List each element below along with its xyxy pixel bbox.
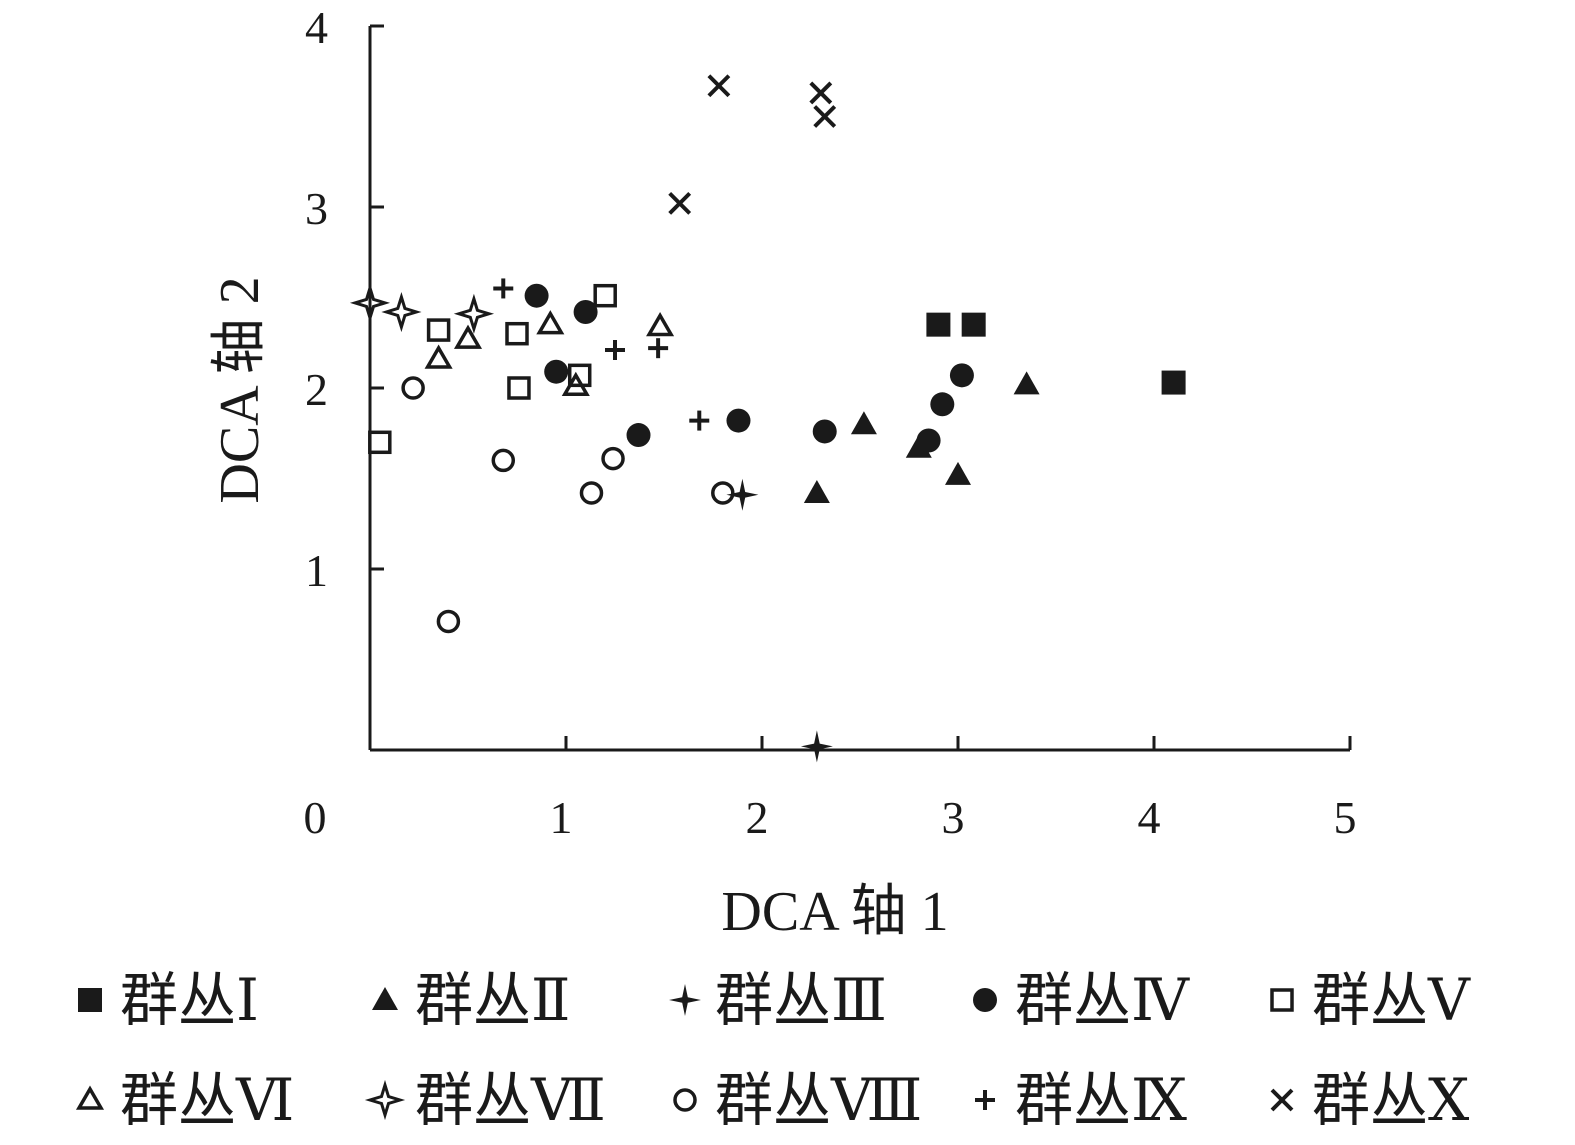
legend-item-4: 群丛Ⅳ [973, 968, 1190, 1033]
legend-item-9: 群丛Ⅸ [975, 1068, 1187, 1133]
legend-marker-1 [78, 988, 102, 1012]
legend-label-1: 群丛Ⅰ [120, 968, 259, 1033]
legend-label-4: 群丛Ⅳ [1015, 968, 1190, 1033]
x-axis-title: DCA 轴 1 [721, 881, 948, 943]
data-point-series-8-point-5 [601, 446, 625, 471]
data-point-series-10-point-3 [809, 81, 833, 105]
data-point-series-6-point-5 [646, 311, 675, 337]
data-point-series-4-point-4 [626, 423, 651, 448]
data-point-series-2-point-1 [803, 479, 830, 503]
legend-label-9: 群丛Ⅸ [1015, 1068, 1187, 1133]
data-point-series-5-point-4 [507, 376, 531, 400]
data-point-series-1-point-3 [1161, 370, 1186, 395]
data-point-series-2-point-5 [1013, 371, 1040, 395]
data-point-series-3-point-1 [726, 478, 759, 511]
data-point-series-8-point-2 [436, 609, 461, 634]
data-point-series-4-point-5 [726, 408, 751, 433]
legend-item-5: 群丛Ⅴ [1270, 968, 1471, 1033]
data-point-series-8-point-4 [579, 481, 604, 505]
data-point-series-4-point-7 [916, 428, 941, 453]
legend-label-6: 群丛Ⅵ [120, 1068, 294, 1133]
legend-item-2: 群丛Ⅱ [372, 968, 570, 1033]
data-point-series-2-point-4 [945, 461, 971, 485]
x-tick-label: 0 [304, 792, 327, 843]
x-tick-label: 5 [1334, 792, 1357, 843]
legend-item-7: 群丛Ⅶ [364, 1068, 606, 1133]
data-point-series-7-point-2 [381, 291, 422, 333]
legend-marker-4 [973, 988, 997, 1012]
legend-marker-2 [372, 987, 398, 1010]
legend-label-2: 群丛Ⅱ [415, 968, 570, 1033]
data-point-series-4-point-9 [949, 363, 974, 388]
data-point-series-1-point-1 [926, 312, 951, 337]
y-tick-label: 4 [305, 2, 328, 53]
legend-label-5: 群丛Ⅴ [1312, 968, 1471, 1033]
data-point-series-9-point-2 [605, 339, 625, 360]
data-point-series-1-point-2 [961, 312, 986, 337]
plot-area [349, 74, 1186, 763]
x-tick-label: 1 [550, 792, 573, 843]
x-tick-label: 4 [1138, 792, 1161, 843]
legend-label-8: 群丛Ⅷ [715, 1068, 922, 1133]
data-point-series-10-point-1 [668, 191, 692, 215]
data-point-series-4-point-8 [930, 392, 955, 417]
data-point-series-2-point-2 [850, 411, 877, 435]
data-point-series-5-point-1 [368, 430, 392, 455]
data-point-series-10-point-2 [707, 74, 731, 98]
data-point-series-6-point-3 [536, 310, 565, 335]
data-point-series-5-point-2 [426, 318, 451, 342]
legend-item-10: 群丛Ⅹ [1270, 1068, 1470, 1133]
data-point-series-3-point-2 [800, 730, 833, 763]
legend-marker-9 [975, 1090, 995, 1110]
legend-label-7: 群丛Ⅶ [415, 1068, 606, 1133]
data-point-series-8-point-3 [491, 448, 516, 473]
legend-marker-6 [75, 1085, 105, 1110]
legend-marker-7 [364, 1079, 406, 1121]
data-point-series-6-point-2 [453, 324, 483, 349]
axes: 0 1 2 3 4 5 1 2 3 4 [304, 2, 1357, 843]
legend: 群丛Ⅰ 群丛Ⅱ 群丛Ⅲ 群丛Ⅳ 群丛Ⅴ 群丛Ⅵ 群丛Ⅶ 群丛Ⅷ 群丛Ⅸ 群丛Ⅹ [75, 968, 1471, 1133]
data-point-series-4-point-2 [544, 359, 569, 384]
legend-marker-8 [673, 1088, 697, 1112]
y-axis-title: DCA 轴 2 [209, 276, 271, 503]
legend-marker-3 [669, 984, 701, 1016]
data-point-series-5-point-6 [593, 283, 617, 308]
legend-marker-5 [1270, 988, 1294, 1012]
data-point-series-8-point-1 [401, 376, 425, 400]
data-point-series-5-point-3 [505, 321, 529, 346]
data-point-series-9-point-3 [648, 338, 669, 359]
data-point-series-4-point-1 [524, 283, 549, 308]
data-point-series-7-point-1 [349, 282, 391, 324]
data-point-series-4-point-3 [573, 299, 598, 324]
y-tick-label: 2 [305, 364, 328, 415]
y-tick-label: 3 [305, 183, 328, 234]
data-point-series-4-point-6 [812, 419, 837, 444]
legend-label-10: 群丛Ⅹ [1312, 1068, 1470, 1133]
data-point-series-10-point-4 [813, 105, 837, 128]
x-tick-label: 2 [746, 792, 769, 843]
legend-item-3: 群丛Ⅲ [669, 968, 887, 1033]
data-point-series-7-point-3 [453, 293, 495, 334]
legend-label-3: 群丛Ⅲ [715, 968, 887, 1033]
legend-marker-10 [1270, 1088, 1294, 1112]
data-point-series-8-point-6 [711, 481, 735, 505]
y-tick-label: 1 [305, 545, 328, 596]
legend-item-6: 群丛Ⅵ [75, 1068, 294, 1133]
data-point-series-9-point-1 [493, 278, 514, 299]
legend-item-1: 群丛Ⅰ [78, 968, 259, 1033]
data-point-series-6-point-4 [561, 371, 590, 396]
data-point-series-9-point-4 [689, 410, 710, 431]
x-tick-label: 3 [942, 792, 965, 843]
data-point-series-6-point-1 [424, 344, 453, 369]
legend-item-8: 群丛Ⅷ [673, 1068, 922, 1133]
